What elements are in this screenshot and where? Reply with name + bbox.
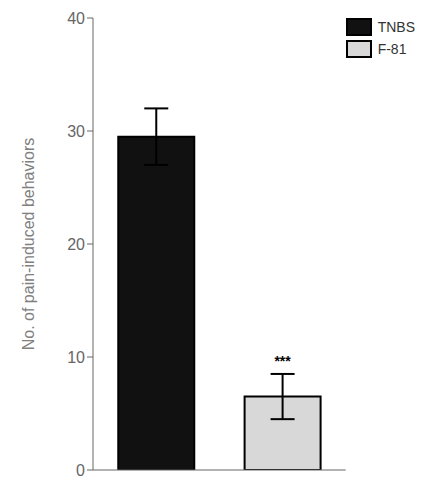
svg-text:20: 20 <box>67 236 85 253</box>
svg-text:***: *** <box>274 353 291 369</box>
svg-text:30: 30 <box>67 123 85 140</box>
svg-text:40: 40 <box>67 10 85 27</box>
html-text:F-81: F-81 <box>377 41 407 57</box>
svg-text:No. of pain-induced behaviors: No. of pain-induced behaviors <box>20 138 37 351</box>
svg-text:10: 10 <box>67 349 85 366</box>
svg-text:0: 0 <box>76 462 85 479</box>
html-text:TNBS: TNBS <box>377 19 415 35</box>
